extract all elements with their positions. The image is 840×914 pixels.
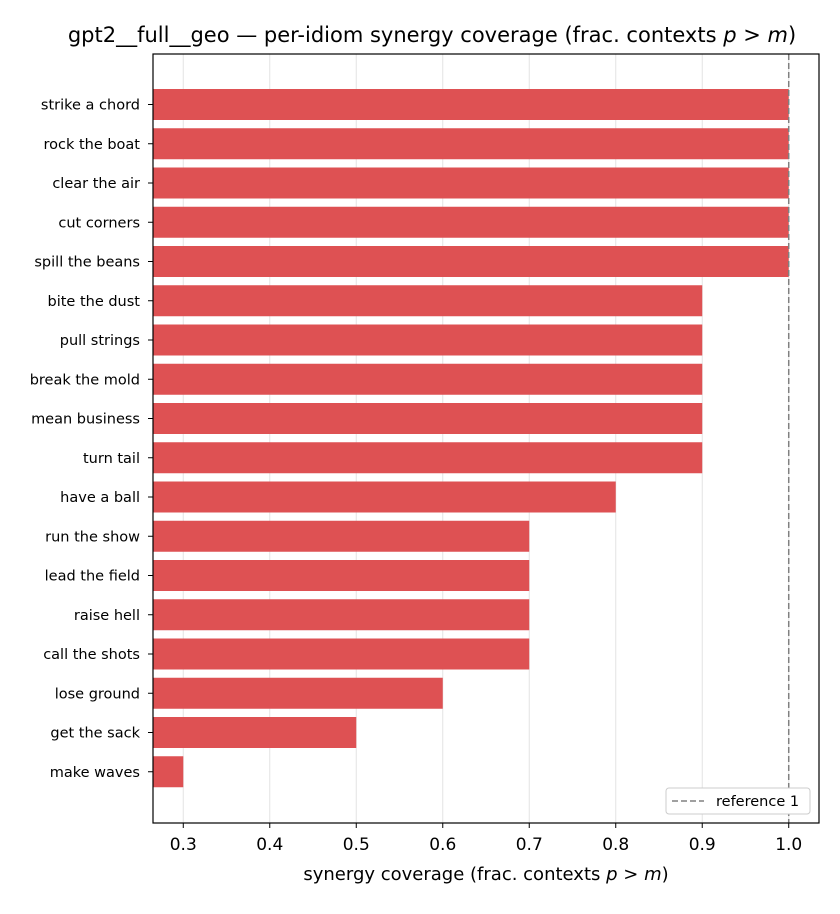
y-tick-label: run the show (45, 529, 140, 545)
y-tick-label: make waves (50, 765, 140, 781)
bar (153, 638, 530, 670)
x-tick-label: 0.7 (516, 835, 543, 855)
bar (153, 246, 789, 277)
bar (153, 206, 789, 238)
bar (153, 285, 703, 317)
bar (153, 599, 530, 631)
chart-title: gpt2__full__geo — per-idiom synergy cove… (68, 23, 796, 48)
bar (153, 481, 616, 513)
bar (153, 363, 703, 395)
y-tick-label: clear the air (52, 176, 140, 192)
y-tick-label: mean business (31, 412, 140, 428)
y-tick-label: raise hell (74, 608, 140, 624)
bar (153, 403, 703, 434)
x-tick-label: 0.4 (256, 835, 283, 855)
bar (153, 560, 530, 591)
y-tick-label: lead the field (45, 569, 140, 585)
legend-label: reference 1 (716, 794, 799, 810)
y-tick-label: cut corners (58, 215, 140, 231)
bar (153, 442, 703, 474)
x-tick-label: 0.6 (429, 835, 456, 855)
bar (153, 324, 703, 356)
bar (153, 677, 443, 709)
y-tick-label: spill the beans (34, 255, 140, 271)
plot-frame (152, 53, 820, 824)
bar (153, 89, 789, 120)
y-tick-label: turn tail (83, 451, 140, 467)
y-tick-label: have a ball (60, 490, 140, 506)
bar (153, 167, 789, 199)
y-tick-label: lose ground (55, 686, 140, 702)
bar (153, 128, 789, 160)
x-tick-label: 0.8 (602, 835, 629, 855)
bar (153, 520, 530, 552)
x-axis-label: synergy coverage (frac. contexts p > m) (303, 864, 668, 885)
y-tick-label: pull strings (60, 333, 140, 349)
y-tick-label: get the sack (50, 726, 140, 742)
bar (153, 717, 357, 748)
legend (665, 787, 811, 815)
y-tick-label: bite the dust (48, 294, 141, 310)
x-tick-label: 0.5 (343, 835, 370, 855)
y-tick-label: rock the boat (43, 137, 140, 153)
x-tick-label: 1.0 (775, 835, 802, 855)
y-tick-label: break the mold (30, 372, 140, 388)
y-tick-label: call the shots (43, 647, 140, 663)
y-tick-label: strike a chord (41, 98, 140, 114)
x-tick-label: 0.9 (689, 835, 716, 855)
x-tick-label: 0.3 (170, 835, 197, 855)
bar (153, 756, 184, 788)
